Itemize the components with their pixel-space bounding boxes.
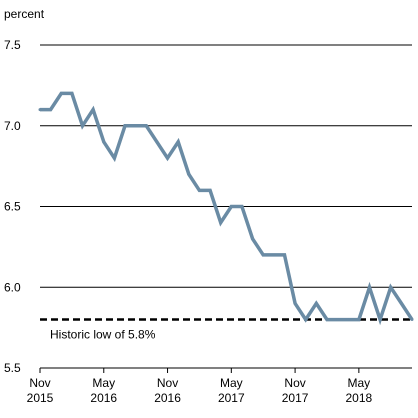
data-point — [378, 318, 382, 322]
data-point — [70, 91, 74, 95]
data-point — [346, 318, 350, 322]
x-tick-year: 2016 — [90, 391, 117, 405]
data-point — [293, 301, 297, 305]
data-point — [357, 318, 361, 322]
data-point — [59, 91, 63, 95]
data-point — [251, 237, 255, 241]
y-axis-label: percent — [4, 7, 45, 21]
y-tick-label: 5.5 — [4, 361, 21, 375]
x-tick-month: Nov — [157, 376, 178, 390]
data-point — [410, 318, 414, 322]
data-point — [229, 205, 233, 208]
data-point — [81, 124, 85, 128]
data-point — [134, 124, 138, 128]
data-point — [49, 108, 53, 112]
y-tick-labels: 5.5 6.0 6.5 7.0 7.5 — [4, 38, 21, 375]
historic-low-group: Historic low of 5.8% — [40, 318, 412, 342]
data-point — [176, 140, 180, 144]
data-point — [102, 140, 106, 144]
data-point — [304, 318, 308, 322]
x-tick-month: Nov — [284, 376, 305, 390]
data-point — [389, 285, 393, 289]
y-tick-label: 6.5 — [4, 200, 21, 214]
data-point — [261, 253, 265, 257]
data-point — [112, 156, 116, 160]
data-point — [219, 221, 223, 225]
y-tick-label: 6.0 — [4, 280, 21, 294]
data-point — [272, 253, 276, 257]
x-tick-year: 2016 — [154, 391, 181, 405]
data-point — [144, 124, 148, 128]
data-point — [325, 318, 329, 322]
x-tick-year: 2017 — [218, 391, 245, 405]
data-point — [240, 205, 244, 208]
x-tick-year: 2018 — [346, 391, 373, 405]
data-point — [399, 301, 403, 305]
x-tick-labels: Nov2015May2016Nov2016May2017Nov2017May20… — [27, 368, 373, 405]
data-point — [187, 172, 191, 176]
x-tick-month: Nov — [29, 376, 50, 390]
x-tick-year: 2017 — [282, 391, 309, 405]
data-point — [91, 108, 95, 112]
data-point — [314, 301, 318, 305]
data-point — [282, 253, 286, 257]
y-tick-label: 7.0 — [4, 119, 21, 133]
data-point — [336, 318, 340, 322]
data-point — [208, 188, 212, 192]
data-point — [166, 156, 170, 160]
gridlines — [40, 44, 412, 369]
x-tick-year: 2015 — [27, 391, 54, 405]
data-point — [123, 124, 127, 128]
unemployment-rate-line — [40, 91, 414, 326]
x-tick-month: May — [348, 376, 371, 390]
data-point — [155, 140, 159, 144]
historic-low-label: Historic low of 5.8% — [50, 328, 156, 342]
data-point — [367, 285, 371, 289]
series-group — [38, 91, 414, 326]
x-tick-month: May — [220, 376, 243, 390]
x-tick-month: May — [92, 376, 115, 390]
data-point — [38, 108, 42, 112]
y-tick-label: 7.5 — [4, 38, 21, 52]
data-point — [197, 188, 201, 192]
